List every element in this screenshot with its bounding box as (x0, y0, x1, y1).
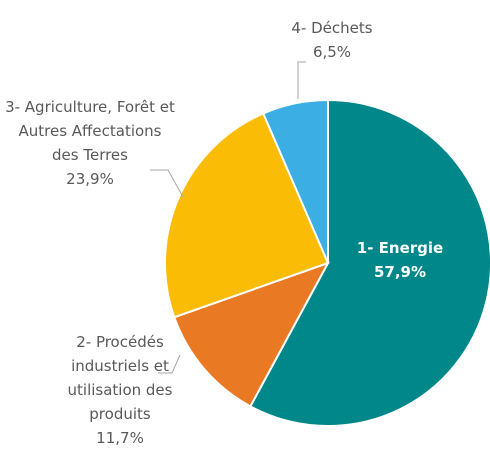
value-label: 11,7% (96, 429, 144, 447)
category-label: 3- Agriculture, Forêt et Autres Affectat… (5, 98, 175, 164)
value-label: 23,9% (66, 170, 114, 188)
category-label: 2- Procédés industriels et utilisation d… (67, 333, 173, 423)
leader-lines (150, 61, 306, 374)
leader-line (150, 169, 184, 198)
category-label: 4- Déchets (291, 19, 373, 37)
slice-label: 3- Agriculture, Forêt et Autres Affectat… (5, 95, 175, 191)
value-label: 6,5% (312, 43, 352, 61)
slice-label: 4- Déchets 6,5% (262, 16, 402, 64)
slices (164, 98, 490, 427)
pie-slice (173, 261, 331, 408)
leader-line (297, 61, 306, 99)
pie-slice (261, 98, 329, 264)
slice-label: 1- Energie 57,9% (340, 236, 460, 284)
pie-slice (164, 112, 330, 319)
slice-label: 2- Procédés industriels et utilisation d… (40, 330, 200, 450)
category-label: 1- Energie (356, 239, 444, 257)
pie-slice (249, 98, 490, 427)
leader-line (158, 354, 181, 374)
value-label: 57,9% (373, 263, 427, 281)
